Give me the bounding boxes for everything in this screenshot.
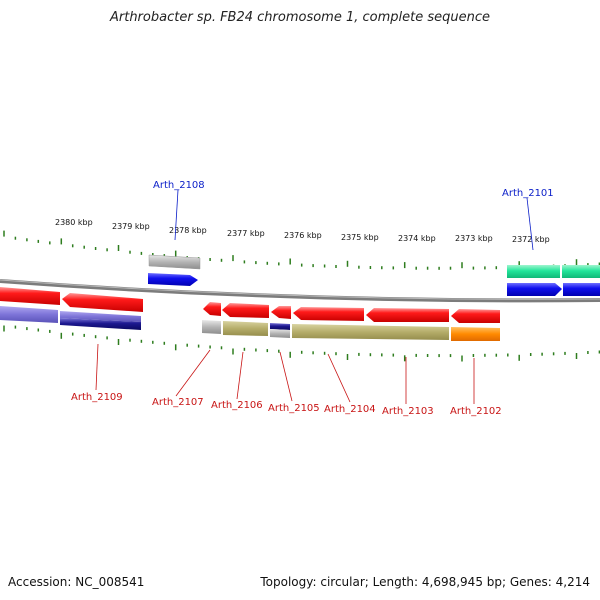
gene-feature[interactable] <box>293 307 364 321</box>
gene-feature[interactable] <box>148 273 198 286</box>
kbp-label: 2375 kbp <box>341 233 379 242</box>
gene-feature[interactable] <box>366 308 449 322</box>
gene-feature[interactable] <box>148 254 201 270</box>
gene-feature[interactable] <box>60 311 141 322</box>
gene-feature[interactable] <box>507 265 560 278</box>
kbp-label: 2379 kbp <box>112 222 150 231</box>
tick-marks-outer <box>3 230 600 270</box>
gene-label[interactable]: Arth_2107 <box>152 397 204 408</box>
gene-label[interactable]: Arth_2102 <box>450 406 502 417</box>
label-callouts <box>95 189 534 404</box>
chromosome-backbone <box>0 279 600 303</box>
gene-label[interactable]: Arth_2101 <box>502 188 554 199</box>
gene-label[interactable]: Arth_2106 <box>211 400 263 411</box>
gene-labels: Arth_2108 Arth_2101 Arth_2109 Arth_2107 … <box>71 180 554 417</box>
kbp-label: 2374 kbp <box>398 234 436 243</box>
kbp-label: 2378 kbp <box>169 226 207 235</box>
gene-label[interactable]: Arth_2109 <box>71 392 123 403</box>
tick-marks-inner <box>3 325 600 362</box>
gene-feature[interactable] <box>223 321 268 336</box>
gene-feature[interactable] <box>507 283 562 296</box>
gene-feature[interactable] <box>270 329 290 338</box>
gene-label[interactable]: Arth_2104 <box>324 404 376 415</box>
gene-feature[interactable] <box>563 283 600 296</box>
gene-feature[interactable] <box>270 323 290 330</box>
kbp-label: 2376 kbp <box>284 231 322 240</box>
kbp-label: 2372 kbp <box>512 235 550 244</box>
accession-text: Accession: NC_008541 <box>8 575 145 589</box>
gene-feature[interactable] <box>451 327 500 341</box>
kbp-label: 2373 kbp <box>455 234 493 243</box>
forward-strand-genes <box>148 254 600 296</box>
gene-feature[interactable] <box>0 287 60 305</box>
gene-feature[interactable] <box>203 302 221 316</box>
topology-stats: Topology: circular; Length: 4,698,945 bp… <box>260 575 590 589</box>
gene-label[interactable]: Arth_2105 <box>268 403 320 414</box>
gene-feature[interactable] <box>60 318 141 330</box>
gene-feature[interactable] <box>222 303 269 318</box>
gene-feature[interactable] <box>271 306 291 319</box>
kbp-label: 2380 kbp <box>55 218 93 227</box>
gene-feature[interactable] <box>292 324 449 340</box>
gene-label[interactable]: Arth_2103 <box>382 406 434 417</box>
gene-label[interactable]: Arth_2108 <box>153 180 205 191</box>
map-title: Arthrobacter sp. FB24 chromosome 1, comp… <box>109 10 491 25</box>
gene-feature[interactable] <box>0 306 58 323</box>
gene-feature[interactable] <box>62 293 143 312</box>
reverse-strand-genes <box>0 287 500 341</box>
kbp-label: 2377 kbp <box>227 229 265 238</box>
kbp-scale-labels: 2380 kbp 2379 kbp 2378 kbp 2377 kbp 2376… <box>55 218 550 244</box>
gene-feature[interactable] <box>451 309 500 323</box>
gene-feature[interactable] <box>202 320 221 334</box>
gene-feature[interactable] <box>562 265 600 278</box>
